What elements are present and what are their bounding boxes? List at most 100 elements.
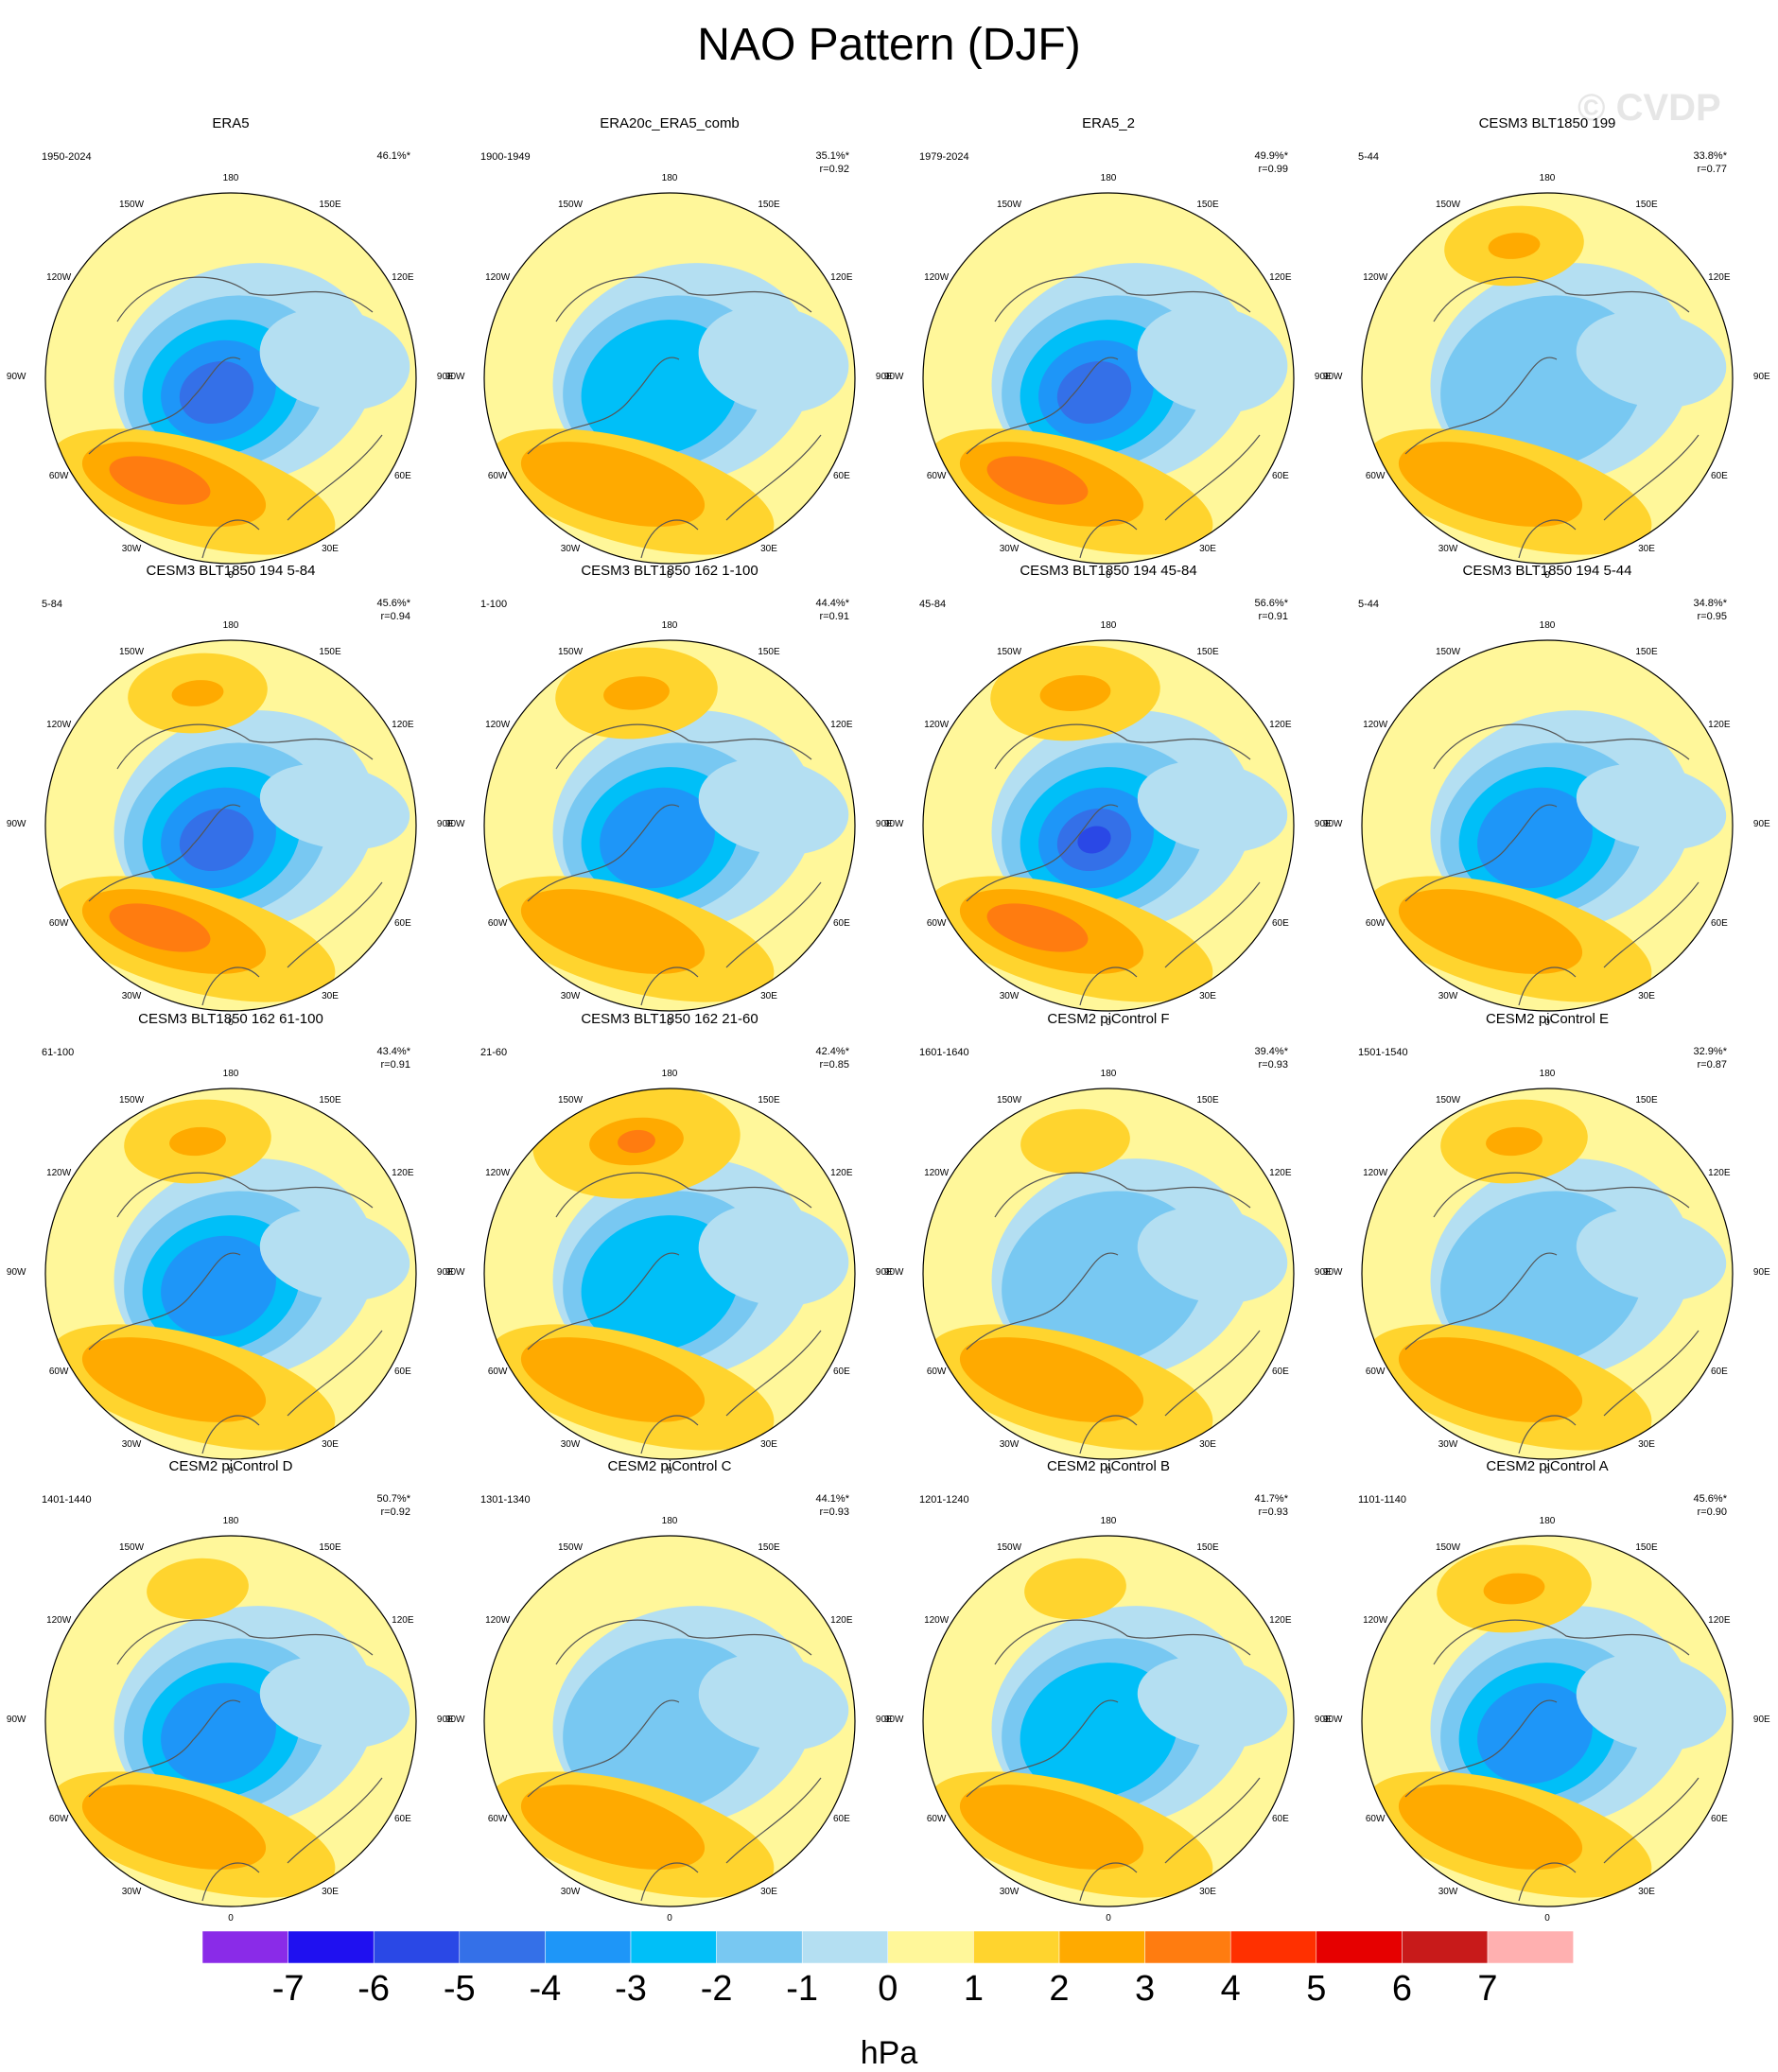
longitude-label: 150W [557, 1095, 584, 1106]
longitude-label: 90W [1322, 1267, 1343, 1278]
low-contour-4 [600, 787, 715, 889]
colorbar-tick-label: 6 [1391, 1969, 1412, 2009]
longitude-label: 90E [875, 372, 893, 382]
coastlines [1404, 276, 1700, 559]
longitude-label: 150E [1196, 647, 1219, 658]
longitude-label: 180 [1539, 620, 1556, 631]
longitude-label: 150W [996, 1095, 1022, 1106]
longitude-label: 30E [322, 1886, 339, 1897]
coastlines [527, 1619, 822, 1902]
longitude-label: 60W [926, 1367, 947, 1377]
pacific-high-2 [603, 676, 670, 710]
pacific-high-2 [169, 1126, 226, 1157]
longitude-label: 90W [444, 819, 465, 829]
longitude-label: 120W [485, 1168, 511, 1178]
map-border [44, 639, 417, 1012]
polar-map [922, 192, 1295, 565]
low-contour-4 [161, 1682, 276, 1785]
panel-period: 1101-1140 [1358, 1494, 1406, 1506]
longitude-label: 60E [1271, 1367, 1289, 1377]
longitude-label: 120E [1269, 272, 1292, 283]
polar-map [1361, 1088, 1734, 1460]
longitude-label: 30E [760, 990, 777, 1001]
longitude-label: 90W [6, 372, 26, 382]
longitude-label: 150E [319, 200, 341, 211]
low-contour-6 [1077, 826, 1111, 854]
longitude-label: 120E [1708, 272, 1731, 283]
longitude-label: 150E [1635, 1095, 1658, 1106]
panel-title: CESM3 BLT1850 194 5-44 [1462, 563, 1632, 579]
pacific-high-1 [147, 1558, 249, 1620]
map-border [483, 192, 856, 565]
longitude-label: 0 [1106, 1466, 1111, 1476]
longitude-label: 150W [996, 647, 1022, 658]
colorbar-tick-label: 3 [1135, 1969, 1156, 2009]
longitude-label: 90E [875, 819, 893, 829]
colorbar-tick-label: 1 [963, 1969, 984, 2009]
longitude-label: 30E [760, 543, 777, 554]
polar-map [44, 639, 417, 1012]
longitude-label: 60E [393, 471, 411, 481]
high-contour-2 [1398, 1785, 1583, 1870]
pattern-correlation: r=0.92 [819, 164, 850, 175]
longitude-label: 30E [1199, 1886, 1216, 1897]
longitude-label: 60W [1365, 918, 1386, 929]
longitude-label: 150E [1196, 200, 1219, 211]
panel-title: CESM3 BLT1850 194 5-84 [146, 563, 316, 579]
longitude-label: 180 [222, 173, 239, 183]
panel-period: 61-100 [42, 1047, 75, 1058]
coastlines [1404, 1619, 1700, 1902]
colorbar-tick-label: 0 [878, 1969, 898, 2009]
low-contour-4 [1477, 1682, 1593, 1785]
longitude-label: 180 [1100, 173, 1117, 183]
panel-title: ERA5_2 [1082, 115, 1135, 131]
longitude-label: 120W [1363, 1615, 1388, 1626]
panel-title: CESM3 BLT1850 162 61-100 [138, 1011, 323, 1027]
variance-explained: 45.6%* [1693, 1493, 1727, 1505]
longitude-label: 150W [996, 1542, 1022, 1554]
pattern-correlation: r=0.95 [1697, 611, 1728, 622]
high-contour-2 [81, 1785, 267, 1870]
longitude-label: 90W [6, 1267, 26, 1278]
map-border [922, 639, 1295, 1012]
panel-stats: 56.6%* r=0.91 [1203, 597, 1288, 623]
longitude-label: 30E [1199, 990, 1216, 1001]
longitude-label: 0 [1544, 1018, 1550, 1028]
longitude-label: 30W [121, 1886, 142, 1897]
longitude-label: 150E [1635, 200, 1658, 211]
longitude-label: 0 [667, 1913, 672, 1924]
polar-map [44, 1088, 417, 1460]
longitude-label: 30W [999, 543, 1020, 554]
longitude-label: 90E [436, 819, 454, 829]
longitude-label: 180 [661, 1516, 678, 1526]
colorbar-tick-label: -6 [357, 1969, 391, 2009]
polar-map [922, 1088, 1295, 1460]
panel-period: 1201-1240 [919, 1494, 969, 1506]
coastlines [966, 723, 1261, 1006]
eurasia-anomaly [1137, 305, 1288, 413]
map-border [483, 1088, 856, 1460]
longitude-label: 90W [883, 372, 904, 382]
map-border [1361, 192, 1734, 565]
longitude-label: 120E [830, 272, 853, 283]
longitude-label: 60E [1710, 1814, 1728, 1824]
longitude-label: 0 [667, 570, 672, 581]
longitude-label: 60W [48, 1814, 69, 1824]
variance-explained: 35.1%* [815, 150, 849, 162]
panel-period: 1-100 [480, 599, 508, 610]
longitude-label: 150E [1196, 1542, 1219, 1554]
longitude-label: 150W [118, 647, 145, 658]
panel-title: CESM2 piControl C [607, 1458, 732, 1474]
coastlines [1404, 723, 1700, 1006]
longitude-label: 60E [832, 471, 850, 481]
polar-map [44, 1535, 417, 1907]
longitude-label: 90E [436, 372, 454, 382]
map-border [1361, 1535, 1734, 1907]
longitude-label: 180 [661, 1069, 678, 1079]
longitude-label: 120E [1708, 1168, 1731, 1178]
longitude-label: 90E [436, 1267, 454, 1278]
pattern-correlation: r=0.90 [1697, 1506, 1728, 1518]
longitude-label: 60E [393, 918, 411, 929]
longitude-label: 90E [1752, 1267, 1770, 1278]
low-contour-4 [1477, 787, 1593, 889]
